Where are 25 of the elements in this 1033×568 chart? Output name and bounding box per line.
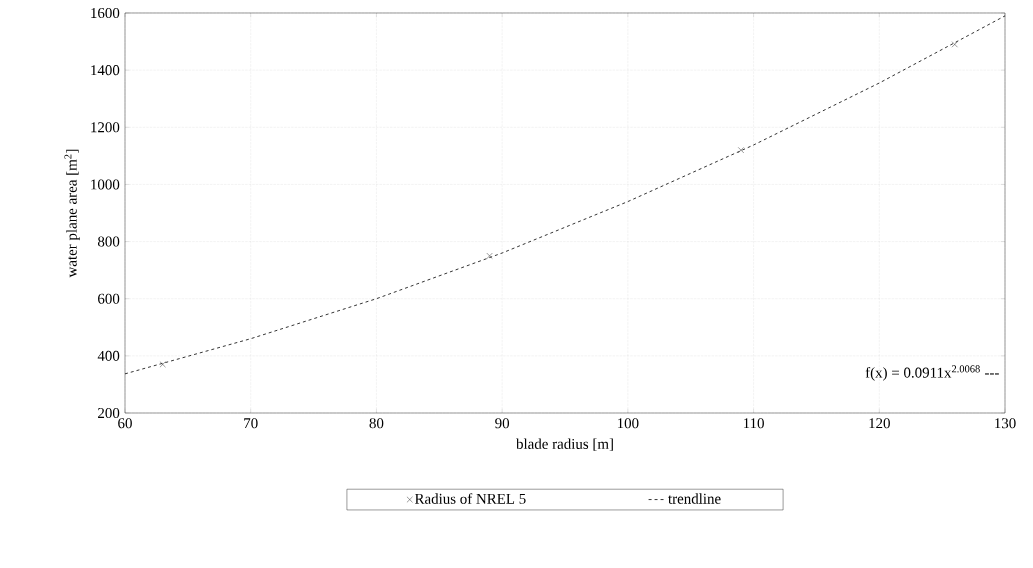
y-tick-label: 600 <box>98 293 120 304</box>
annotation: f(x) = 0.0911x$^{2.0068}$ --- <box>865 365 999 381</box>
y-tick-label: 1200 <box>91 122 120 133</box>
y-tick-label: 1000 <box>91 179 120 190</box>
y-tick-label: 800 <box>97 236 120 247</box>
x-tick-label: 90 <box>495 418 510 429</box>
x-tick-label: 130 <box>995 418 1016 429</box>
x-axis-title: blade radius [m] <box>516 438 613 451</box>
y-tick-label: 400 <box>97 350 120 361</box>
point <box>951 41 958 48</box>
y-tick-label: 200 <box>98 407 120 419</box>
x-tick-label: 60 <box>118 418 132 429</box>
x-tick-label: 120 <box>869 418 890 429</box>
y-axis-title: water plane area [m$^{2}$] <box>64 149 80 278</box>
legend-label: trendline <box>668 493 721 504</box>
x-tick-label: 80 <box>369 418 384 429</box>
point <box>159 361 166 368</box>
x-tick-label: 100 <box>617 418 639 429</box>
y-tick-label: 1600 <box>91 7 120 19</box>
x-tick-label: 70 <box>244 418 258 429</box>
point <box>486 252 493 259</box>
legend-label: Radius of NREL 5 <box>414 493 526 504</box>
point <box>737 147 745 154</box>
y-tick-label: 1400 <box>91 65 120 76</box>
x-tick-label: 110 <box>743 418 764 429</box>
